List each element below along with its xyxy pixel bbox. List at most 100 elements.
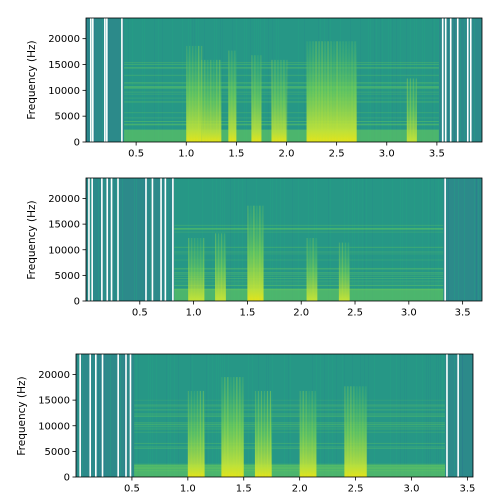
silence-gap xyxy=(90,18,92,142)
burst-striation xyxy=(203,237,205,301)
silence-gap xyxy=(449,18,452,142)
speech-region xyxy=(134,354,446,477)
burst-striation xyxy=(195,45,197,142)
noise-column xyxy=(454,18,455,142)
noise-column xyxy=(144,178,145,301)
noise-column xyxy=(86,18,87,142)
y-tick-label: 5000 xyxy=(45,447,70,458)
noise-column xyxy=(478,178,479,301)
harmonic-band xyxy=(134,423,446,425)
burst-striation xyxy=(207,59,209,142)
spectrogram-panel-2: 0 5000 10000 15000 20000 0.5 1.0 1.5 2.0 2.5 3.0 3.… xyxy=(26,177,483,319)
silence-gap xyxy=(446,354,448,477)
silence-gap xyxy=(466,18,469,142)
burst-striation xyxy=(339,41,341,142)
energy-burst xyxy=(187,390,205,477)
harmonic-band xyxy=(134,414,446,416)
burst-striation xyxy=(194,237,196,301)
axes-frame xyxy=(85,177,483,302)
energy-burst xyxy=(221,377,244,477)
burst-striation xyxy=(344,242,346,301)
burst-striation xyxy=(190,390,192,477)
energy-burst xyxy=(228,50,237,142)
noise-column xyxy=(460,18,461,142)
x-tick-label: 0.5 xyxy=(128,149,144,160)
noise-column xyxy=(474,18,475,142)
burst-striation xyxy=(251,55,253,143)
burst-striation xyxy=(412,78,414,142)
silence-gap xyxy=(101,178,103,301)
x-tick-label: 3.0 xyxy=(404,484,420,495)
harmonic-band xyxy=(134,426,446,428)
noise-column xyxy=(136,178,137,301)
burst-striation xyxy=(263,390,265,477)
silence-gap xyxy=(125,354,127,477)
burst-striation xyxy=(230,377,232,477)
y-tick-label: 0 xyxy=(74,138,80,149)
silence-gap xyxy=(110,178,113,301)
energy-burst xyxy=(215,233,226,301)
silence-gap xyxy=(95,354,97,477)
axes-frame xyxy=(85,17,483,143)
energy-burst xyxy=(251,55,262,143)
noise-column xyxy=(78,354,79,477)
harmonic-band xyxy=(134,406,446,408)
harmonic-band xyxy=(134,442,446,444)
noise-column xyxy=(98,354,99,477)
harmonic-band xyxy=(134,447,446,449)
energy-burst xyxy=(344,386,367,477)
energy-burst xyxy=(406,78,417,142)
burst-striation xyxy=(221,233,223,301)
x-tick-label: 1.5 xyxy=(239,308,255,319)
burst-striation xyxy=(311,390,313,477)
noise-column xyxy=(150,178,151,301)
silence-gap xyxy=(106,178,109,301)
burst-striation xyxy=(309,237,311,301)
burst-striation xyxy=(415,78,417,142)
silence-gap xyxy=(92,18,94,142)
burst-striation xyxy=(262,205,264,301)
burst-striation xyxy=(236,377,238,477)
noise-column xyxy=(462,354,463,477)
burst-striation xyxy=(286,59,288,142)
burst-striation xyxy=(302,390,304,477)
harmonic-band xyxy=(134,431,446,433)
y-axis-label: Frequency (Hz) xyxy=(26,40,38,119)
burst-striation xyxy=(347,242,349,301)
energy-burst xyxy=(254,390,272,477)
burst-striation xyxy=(228,50,230,142)
burst-striation xyxy=(257,55,259,143)
y-tick-label: 20000 xyxy=(48,194,80,205)
burst-striation xyxy=(277,59,279,142)
harmonic-band xyxy=(134,409,446,411)
burst-striation xyxy=(227,377,229,477)
silence-gap xyxy=(101,354,104,477)
harmonic-band xyxy=(134,463,446,465)
energy-burst xyxy=(338,242,350,301)
silence-gap xyxy=(106,18,108,142)
burst-striation xyxy=(224,377,226,477)
noise-column xyxy=(164,178,165,301)
burst-striation xyxy=(283,59,285,142)
y-axis-label: Frequency (Hz) xyxy=(26,200,38,279)
burst-striation xyxy=(197,237,199,301)
noise-column xyxy=(122,178,123,301)
burst-striation xyxy=(266,390,268,477)
burst-striation xyxy=(242,377,244,477)
burst-striation xyxy=(259,205,261,301)
x-tick-label: 2.0 xyxy=(293,308,309,319)
x-tick-label: 0.5 xyxy=(124,484,140,495)
y-tick-label: 10000 xyxy=(48,86,80,97)
noise-column xyxy=(88,18,89,142)
x-tick-label: 3.5 xyxy=(429,149,445,160)
harmonic-band xyxy=(134,415,446,417)
silence-gap xyxy=(444,178,446,301)
burst-striation xyxy=(253,205,255,301)
burst-striation xyxy=(333,41,335,142)
axes-frame xyxy=(75,353,474,478)
harmonic-band xyxy=(134,446,446,448)
noise-column xyxy=(476,178,477,301)
burst-striation xyxy=(234,50,236,142)
energy-burst xyxy=(306,41,357,142)
